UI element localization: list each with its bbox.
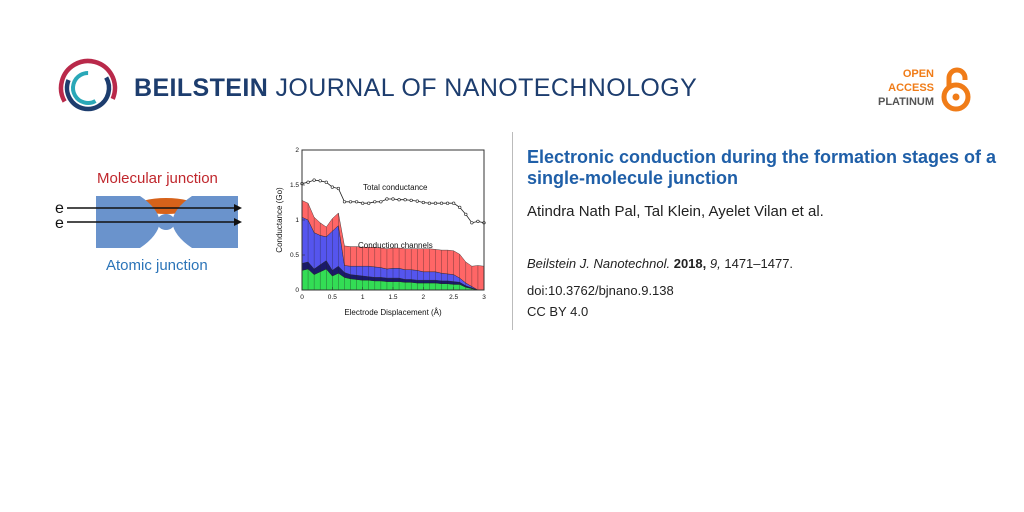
y-tick-label: 1 xyxy=(295,217,299,224)
total-conductance-point xyxy=(379,200,383,204)
arrow-right-icon xyxy=(234,218,242,226)
journal-name: BEILSTEIN JOURNAL OF NANOTECHNOLOGY xyxy=(134,74,697,103)
y-tick-label: 1.5 xyxy=(290,182,299,189)
vertical-divider xyxy=(512,132,513,330)
total-conductance-point xyxy=(464,212,468,216)
total-conductance-point xyxy=(354,200,359,204)
y-axis-label: Conductance (Go) xyxy=(275,187,284,253)
total-conductance-point xyxy=(306,180,310,184)
total-conductance-point xyxy=(367,201,371,205)
total-conductance-point xyxy=(336,186,340,191)
total-conductance-point xyxy=(470,221,474,225)
oa-open-label: OPEN xyxy=(902,68,934,80)
x-tick-label: 2.5 xyxy=(449,294,458,301)
total-conductance-point xyxy=(446,201,450,205)
total-conductance-point xyxy=(476,219,480,223)
citation-pages: 1471–1477. xyxy=(724,256,794,271)
y-tick-label: 2 xyxy=(295,147,299,154)
junction-graphic: Molecular junction e e Atomic junction xyxy=(55,170,242,274)
y-tick-label: 0.5 xyxy=(290,252,299,259)
oa-access-label: ACCESS xyxy=(888,82,934,94)
x-tick-label: 2 xyxy=(422,294,426,301)
atomic-junction-label: Atomic junction xyxy=(106,257,208,274)
oa-platinum-label: PLATINUM xyxy=(877,96,934,108)
total-conductance-point xyxy=(324,180,328,184)
total-conductance-point xyxy=(312,178,316,182)
journal-name-rest: JOURNAL OF NANOTECHNOLOGY xyxy=(268,74,698,102)
total-conductance-point xyxy=(330,185,334,189)
total-conductance-point xyxy=(361,201,365,205)
journal-name-bold: BEILSTEIN xyxy=(134,74,269,102)
total-conductance-point xyxy=(409,198,413,203)
total-conductance-point xyxy=(391,197,395,201)
x-tick-label: 0 xyxy=(300,294,304,301)
conductance-chart: 0 0.5 1 1.5 2 2.5 3 0 0.5 1 1.5 2 Total conductance… xyxy=(275,147,486,317)
article-license: CC BY 4.0 xyxy=(527,304,589,319)
total-conductance-point xyxy=(458,205,462,210)
open-lock-icon xyxy=(941,67,971,112)
x-tick-label: 3 xyxy=(482,294,486,301)
article-doi[interactable]: doi:10.3762/bjnano.9.138 xyxy=(527,283,674,298)
total-conductance-point xyxy=(421,200,425,205)
total-conductance-point xyxy=(342,200,347,204)
journal-logo-icon xyxy=(58,58,118,118)
total-conductance-point xyxy=(373,200,377,204)
total-conductance-point xyxy=(385,197,389,201)
total-conductance-point xyxy=(318,179,322,183)
conduction-channels-annotation: Conduction channels xyxy=(358,241,433,250)
electron-label: e xyxy=(55,215,64,232)
x-tick-label: 1.5 xyxy=(388,294,397,301)
total-conductance-point xyxy=(427,201,431,205)
open-access-badge: OPEN ACCESS PLATINUM xyxy=(860,66,980,112)
total-conductance-annotation: Total conductance xyxy=(363,183,428,192)
x-tick-label: 0.5 xyxy=(328,294,337,301)
total-conductance-point xyxy=(403,198,407,202)
total-conductance-point xyxy=(348,200,353,204)
molecular-junction-label: Molecular junction xyxy=(97,170,218,187)
total-conductance-point xyxy=(439,201,444,205)
citation-year: 2018, xyxy=(673,256,707,271)
x-axis-label: Electrode Displacement (Å) xyxy=(344,308,442,317)
arrow-right-icon xyxy=(234,204,242,212)
total-conductance-point xyxy=(433,201,438,205)
total-conductance-point xyxy=(415,199,419,203)
electron-label: e xyxy=(55,200,64,217)
y-tick-label: 0 xyxy=(295,287,299,294)
article-title[interactable]: Electronic conduction during the formati… xyxy=(527,147,997,188)
total-conductance-point xyxy=(452,201,456,205)
x-tick-label: 1 xyxy=(361,294,365,301)
total-conductance-point xyxy=(397,198,401,202)
article-authors: Atindra Nath Pal, Tal Klein, Ayelet Vila… xyxy=(527,203,824,220)
citation-journal: Beilstein J. Nanotechnol. xyxy=(527,256,671,271)
citation-volume: 9, xyxy=(709,256,721,271)
article-citation: Beilstein J. Nanotechnol. 2018, 9, 1471–… xyxy=(527,256,793,271)
